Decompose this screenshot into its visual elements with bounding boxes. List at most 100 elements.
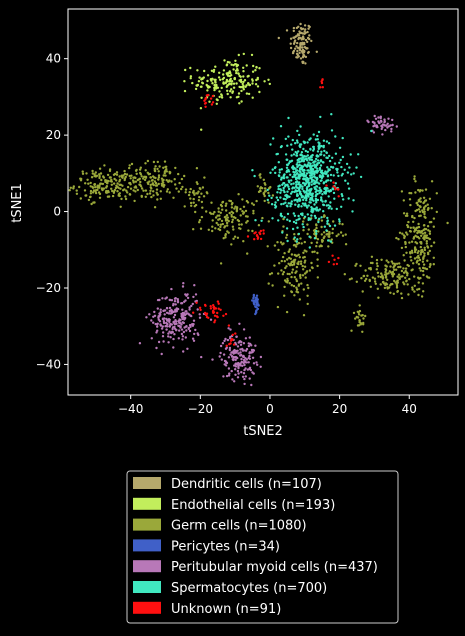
data-point	[287, 170, 291, 173]
data-point	[192, 197, 195, 201]
data-point	[302, 160, 305, 163]
data-point	[293, 171, 296, 174]
data-point	[338, 222, 341, 225]
data-point	[300, 185, 304, 188]
data-point	[295, 45, 298, 48]
data-point	[413, 284, 416, 287]
data-point	[214, 227, 217, 230]
data-point	[307, 184, 311, 188]
data-point	[357, 324, 361, 327]
data-point	[175, 320, 178, 323]
data-point	[236, 236, 240, 239]
data-point	[162, 166, 165, 169]
data-point	[178, 329, 181, 332]
data-point	[361, 330, 364, 333]
data-point	[321, 172, 324, 175]
data-point	[222, 82, 225, 85]
data-point	[297, 205, 300, 208]
data-point	[318, 186, 321, 190]
data-point	[332, 220, 335, 223]
data-point	[374, 282, 377, 285]
x-tick-label: −40	[118, 402, 143, 416]
data-point	[98, 173, 101, 176]
data-point	[151, 178, 154, 182]
data-point	[282, 197, 285, 201]
data-point	[194, 293, 198, 296]
data-point	[295, 35, 298, 38]
data-point	[68, 189, 71, 192]
data-point	[227, 231, 230, 234]
data-point	[373, 280, 377, 283]
data-point	[219, 211, 222, 214]
data-point	[294, 181, 298, 184]
data-point	[152, 321, 155, 324]
data-point	[238, 74, 241, 78]
data-point	[332, 185, 335, 188]
data-point	[298, 160, 301, 164]
data-point	[105, 185, 109, 188]
data-point	[165, 306, 169, 310]
data-point	[176, 299, 180, 303]
data-point	[180, 187, 183, 191]
data-point	[246, 219, 249, 223]
data-point	[252, 203, 255, 206]
data-point	[371, 120, 375, 124]
data-point	[191, 323, 194, 326]
data-point	[288, 195, 291, 198]
data-point	[301, 264, 304, 268]
data-point	[161, 335, 165, 338]
data-point	[181, 335, 185, 338]
data-point	[208, 100, 211, 103]
data-point	[286, 239, 289, 243]
data-point	[252, 209, 255, 213]
data-point	[138, 342, 142, 345]
data-point	[300, 282, 303, 285]
data-point	[280, 203, 283, 206]
data-point	[262, 232, 265, 235]
data-point	[98, 196, 102, 199]
data-point	[267, 78, 270, 82]
data-point	[99, 182, 102, 185]
data-point	[302, 37, 305, 40]
series-0	[277, 22, 318, 65]
data-point	[152, 190, 155, 193]
data-point	[239, 348, 242, 351]
data-point	[432, 241, 436, 244]
data-point	[295, 219, 298, 222]
data-point	[387, 272, 390, 275]
data-point	[201, 81, 204, 84]
data-point	[295, 278, 298, 281]
data-point	[196, 308, 199, 311]
data-point	[362, 274, 366, 278]
data-point	[299, 185, 302, 188]
data-point	[400, 269, 404, 273]
legend-swatch	[133, 518, 161, 531]
data-point	[226, 84, 229, 87]
data-point	[225, 214, 229, 217]
data-point	[187, 326, 190, 330]
data-point	[135, 172, 138, 175]
data-point	[234, 216, 237, 220]
data-point	[423, 246, 426, 249]
data-point	[258, 67, 261, 70]
data-point	[370, 129, 373, 133]
data-point	[218, 217, 221, 221]
data-point	[280, 259, 283, 263]
data-point	[221, 208, 224, 211]
data-point	[194, 203, 198, 207]
data-point	[390, 273, 394, 276]
data-point	[309, 177, 313, 180]
data-point	[277, 185, 280, 188]
data-point	[304, 62, 307, 65]
data-point	[139, 166, 142, 169]
data-point	[244, 337, 248, 340]
data-point	[318, 142, 321, 145]
data-point	[332, 191, 336, 195]
data-point	[93, 183, 96, 186]
data-point	[112, 173, 116, 176]
data-point	[281, 273, 285, 276]
data-point	[359, 264, 362, 267]
data-point	[319, 115, 322, 119]
data-point	[308, 164, 312, 167]
